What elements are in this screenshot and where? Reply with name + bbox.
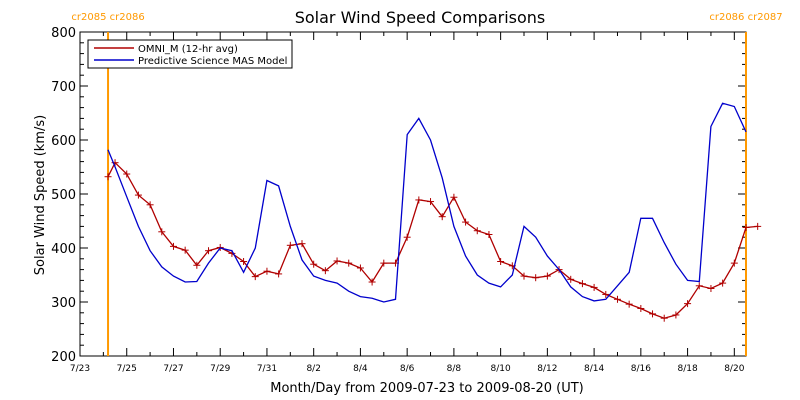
omni-point: [497, 258, 505, 265]
omni-point: [403, 233, 411, 241]
omni-point: [754, 222, 762, 230]
x-tick-labels: 7/23 7/25 7/27 7/29 7/31 8/2 8/4 8/6 8/8 8/10 8/12…: [70, 364, 745, 374]
legend: OMNI_M (12-hr avg) Predictive Science MA…: [87, 39, 293, 69]
omni-point: [730, 259, 738, 267]
tick-marks: [79, 31, 746, 357]
omni-point: [719, 279, 727, 287]
x-tick-label: 8/8: [447, 364, 462, 374]
carrington-rotation-markers: cr2085 cr2086 cr2086 cr2087: [71, 12, 783, 356]
omni-point: [590, 283, 598, 291]
omni-point: [707, 285, 715, 292]
omni-point: [193, 261, 201, 269]
x-tick-label: 8/4: [353, 364, 368, 374]
x-tick-label: 8/12: [537, 364, 557, 374]
chart-title: Solar Wind Speed Comparisons: [295, 8, 546, 27]
omni-point: [649, 310, 657, 318]
x-tick-label: 8/6: [400, 364, 415, 374]
omni-point: [427, 198, 435, 206]
omni-point: [169, 242, 177, 250]
omni-point: [660, 314, 668, 322]
omni-point: [263, 267, 271, 275]
y-axis-label: Solar Wind Speed (km/s): [33, 115, 48, 275]
omni-point: [485, 231, 493, 238]
omni-point: [695, 282, 703, 290]
x-tick-label: 8/14: [584, 364, 604, 374]
omni-point: [415, 196, 423, 204]
omni-point: [345, 259, 353, 267]
omni-point: [205, 247, 213, 255]
omni-point: [672, 311, 680, 319]
omni-point: [602, 290, 610, 298]
x-tick-label: 7/23: [70, 364, 90, 374]
legend-label-omni: OMNI_M (12-hr avg): [138, 44, 238, 55]
y-tick-label: 300: [51, 296, 76, 311]
omni-point: [286, 241, 294, 249]
x-tick-label: 8/2: [306, 364, 320, 374]
series-line-model: [107, 102, 747, 303]
omni-point: [742, 223, 750, 231]
x-tick-label: 7/25: [117, 364, 137, 374]
omni-point: [240, 258, 248, 265]
plot-frame: [79, 31, 747, 357]
omni-point: [567, 275, 575, 283]
omni-point: [310, 260, 318, 268]
omni-point: [462, 218, 470, 226]
omni-point: [275, 270, 283, 278]
data-series: [104, 102, 762, 322]
omni-point: [578, 280, 586, 288]
omni-point: [637, 304, 645, 312]
omni-point: [158, 228, 166, 236]
x-tick-label: 7/31: [257, 364, 277, 374]
omni-point: [146, 201, 154, 209]
series-line-omni: [107, 161, 758, 319]
omni-point: [520, 272, 528, 280]
omni-point: [123, 170, 131, 178]
omni-point: [356, 264, 364, 272]
omni-point: [104, 173, 112, 181]
legend-box: [87, 39, 293, 69]
omni-point: [181, 246, 189, 254]
x-axis-label: Month/Day from 2009-07-23 to 2009-08-20 …: [270, 381, 583, 396]
y-tick-label: 200: [51, 350, 76, 365]
omni-point: [473, 227, 481, 235]
plot-area: [79, 31, 747, 357]
rotation-label: cr2085 cr2086: [71, 12, 144, 23]
x-tick-label: 7/27: [163, 364, 183, 374]
y-tick-label: 500: [51, 188, 76, 203]
x-tick-label: 8/10: [491, 364, 511, 374]
omni-point: [532, 274, 540, 282]
y-tick-labels: 200 300 400 500 600 700 800: [51, 26, 76, 365]
omni-point: [134, 191, 142, 199]
omni-point: [368, 278, 376, 286]
omni-point: [450, 193, 458, 201]
x-tick-label: 8/16: [631, 364, 651, 374]
omni-point: [251, 273, 259, 281]
omni-point: [684, 300, 692, 308]
omni-point: [321, 267, 329, 275]
legend-label-model: Predictive Science MAS Model: [138, 56, 287, 67]
rotation-label: cr2086 cr2087: [709, 12, 782, 23]
x-tick-label: 7/29: [210, 364, 230, 374]
x-tick-label: 8/18: [677, 364, 697, 374]
omni-point: [438, 213, 446, 221]
y-tick-label: 600: [51, 134, 76, 149]
omni-point: [298, 240, 306, 248]
omni-point: [613, 295, 621, 303]
x-tick-label: 8/20: [724, 364, 744, 374]
y-tick-label: 800: [51, 26, 76, 41]
omni-point: [543, 272, 551, 280]
omni-point: [333, 257, 341, 265]
y-tick-label: 700: [51, 80, 76, 95]
omni-point: [380, 259, 388, 267]
y-tick-label: 400: [51, 242, 76, 257]
omni-point: [625, 300, 633, 308]
